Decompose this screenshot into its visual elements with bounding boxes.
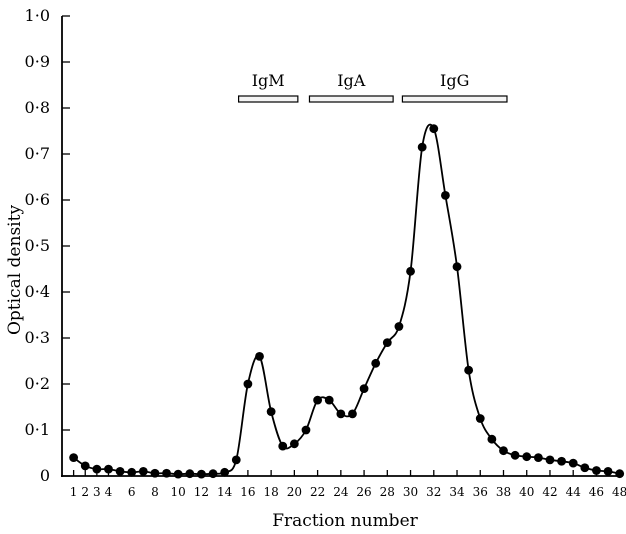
data-point xyxy=(313,395,323,405)
data-point xyxy=(266,407,276,416)
x-tick-label: 10 xyxy=(171,485,186,499)
data-point xyxy=(301,425,311,435)
series xyxy=(69,123,625,479)
x-tick-label: 46 xyxy=(589,485,604,499)
y-tick-label: 0·8 xyxy=(25,98,50,117)
y-tick-label: 1·0 xyxy=(25,6,50,25)
x-ticks: 1 2 3 4 6 8 10 12 14 16 18 20 22 24 26 28 30 32 34 36 38 40 42… xyxy=(70,470,626,499)
x-tick-label: 34 xyxy=(449,485,465,499)
data-point xyxy=(255,352,264,361)
data-point xyxy=(429,124,439,134)
y-tick-label: 0·7 xyxy=(25,144,50,163)
data-point xyxy=(162,468,171,478)
y-tick-label: 0·2 xyxy=(25,374,50,393)
x-axis-label: Fraction number xyxy=(272,511,418,531)
data-point xyxy=(464,365,474,375)
data-point xyxy=(545,455,555,465)
data-point xyxy=(231,455,241,465)
data-point xyxy=(452,262,462,272)
x-tick-label: 2 xyxy=(81,485,89,499)
data-point xyxy=(92,464,102,474)
data-point xyxy=(324,395,334,405)
data-point xyxy=(499,446,508,456)
data-point xyxy=(603,467,613,476)
data-point xyxy=(208,469,218,479)
x-tick-label: 44 xyxy=(566,485,582,499)
data-point xyxy=(69,453,79,462)
x-tick-label: 28 xyxy=(380,485,395,499)
x-tick-label: 16 xyxy=(240,485,255,499)
data-point xyxy=(220,467,230,477)
x-tick-label: 1 xyxy=(70,485,78,499)
x-tick-label: 18 xyxy=(263,485,278,499)
data-point xyxy=(615,469,625,479)
x-tick-label: 24 xyxy=(333,485,349,499)
data-point xyxy=(417,142,427,152)
data-point xyxy=(382,338,392,347)
y-axis-label: Optical density xyxy=(5,205,25,335)
y-tick-label: 0·3 xyxy=(25,328,50,347)
band-bar xyxy=(237,95,299,103)
data-point xyxy=(580,463,590,473)
data-point xyxy=(568,458,578,468)
band-label: IgA xyxy=(337,71,366,90)
immunoglobulin-bands: IgM IgA IgG xyxy=(237,71,508,103)
data-point xyxy=(348,409,357,419)
x-tick-label: 22 xyxy=(310,485,325,499)
x-tick-label: 40 xyxy=(519,485,534,499)
y-tick-label: 0·5 xyxy=(25,236,50,255)
y-ticks: 0 0·1 0·2 0·3 0·4 0·5 0·6 0·7 0·8 0·9 1·0 xyxy=(25,6,70,485)
band-bar xyxy=(308,95,394,103)
band-bar xyxy=(401,95,508,103)
x-tick-label: 26 xyxy=(356,485,371,499)
x-tick-label: 32 xyxy=(426,485,441,499)
y-tick-label: 0·1 xyxy=(25,420,50,439)
x-tick-label: 8 xyxy=(151,485,159,499)
data-point xyxy=(475,414,485,423)
x-tick-label: 42 xyxy=(542,485,557,499)
y-tick-label: 0 xyxy=(40,466,50,485)
data-point xyxy=(592,466,601,475)
x-tick-label: 36 xyxy=(473,485,488,499)
x-tick-label: 4 xyxy=(105,485,113,499)
x-tick-label: 12 xyxy=(194,485,209,499)
data-point xyxy=(336,409,346,419)
data-point xyxy=(80,461,90,471)
y-tick-label: 0·9 xyxy=(25,52,50,71)
band-label: IgG xyxy=(440,71,469,90)
x-tick-label: 14 xyxy=(217,485,233,499)
x-tick-label: 6 xyxy=(128,485,136,499)
data-point xyxy=(371,358,381,368)
x-tick-label: 38 xyxy=(496,485,511,499)
data-point xyxy=(406,266,415,276)
data-point xyxy=(197,469,206,479)
data-point xyxy=(150,468,160,478)
data-point xyxy=(510,450,520,460)
data-point xyxy=(533,453,543,462)
data-point xyxy=(115,467,125,476)
data-point xyxy=(487,434,497,444)
x-tick-label: 30 xyxy=(403,485,418,499)
x-tick-label: 48 xyxy=(612,485,626,499)
data-point xyxy=(173,469,183,479)
y-tick-label: 0·6 xyxy=(25,190,50,209)
data-point xyxy=(138,467,148,476)
data-point xyxy=(185,469,195,479)
series-line xyxy=(73,123,620,476)
y-tick-label: 0·4 xyxy=(25,282,50,301)
x-tick-label: 20 xyxy=(287,485,302,499)
data-point xyxy=(522,452,532,462)
band-label: IgM xyxy=(252,71,285,90)
data-point xyxy=(394,322,404,331)
data-point xyxy=(441,191,450,200)
data-point xyxy=(278,441,288,451)
data-point xyxy=(557,456,566,466)
data-point xyxy=(243,379,253,389)
data-point xyxy=(359,384,369,393)
data-point xyxy=(127,467,137,477)
x-tick-label: 3 xyxy=(93,485,101,499)
data-point xyxy=(289,439,299,449)
data-point xyxy=(104,464,113,474)
